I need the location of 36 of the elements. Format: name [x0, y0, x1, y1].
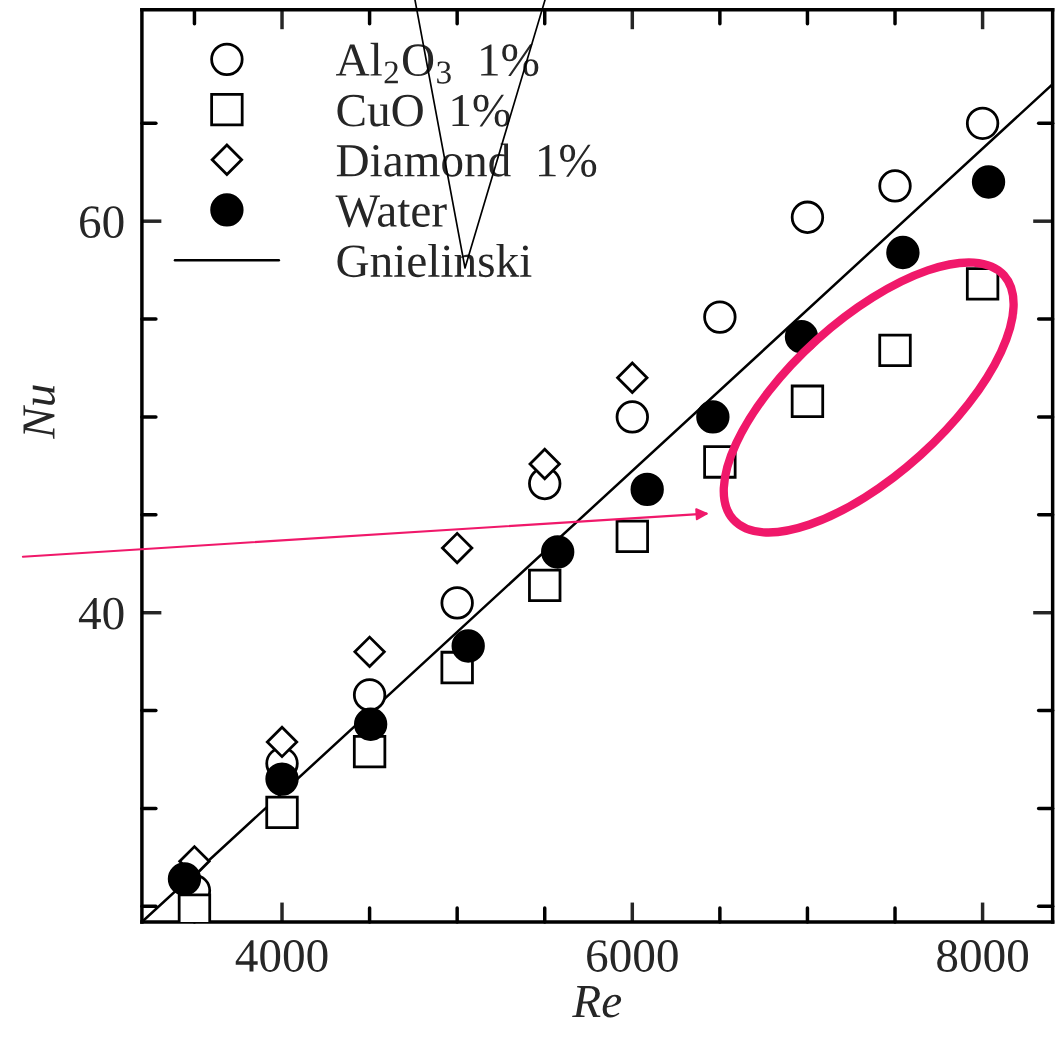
point	[696, 400, 730, 434]
point	[167, 862, 202, 896]
point	[541, 535, 575, 569]
point	[616, 361, 649, 394]
point	[615, 400, 649, 434]
x-axis-title: Re	[572, 986, 622, 1018]
point	[528, 568, 562, 602]
point	[878, 169, 912, 203]
point	[630, 472, 664, 507]
x-tick-label: 8000	[937, 940, 1029, 972]
point	[703, 300, 737, 334]
point	[451, 629, 485, 663]
point	[971, 165, 1006, 199]
point	[790, 200, 825, 234]
point	[965, 267, 1000, 301]
point	[265, 762, 299, 796]
point	[615, 519, 649, 554]
point	[965, 106, 1000, 140]
point	[265, 795, 299, 830]
point	[265, 725, 299, 759]
point	[790, 384, 825, 418]
point	[886, 235, 920, 270]
y-tick-label: 60	[80, 206, 124, 239]
x-tick-label: 4000	[235, 940, 328, 972]
point	[353, 707, 388, 741]
point	[353, 635, 386, 668]
point	[441, 531, 474, 565]
point	[528, 447, 561, 481]
point	[440, 586, 474, 620]
point	[878, 333, 912, 368]
y-axis-title: Nu	[23, 385, 55, 440]
x-tick-label: 6000	[587, 940, 678, 972]
y-tick-label: 40	[78, 597, 124, 630]
point	[352, 678, 387, 712]
legend-label: Water	[335, 195, 447, 228]
legend-label: CuO 1%	[337, 94, 510, 127]
